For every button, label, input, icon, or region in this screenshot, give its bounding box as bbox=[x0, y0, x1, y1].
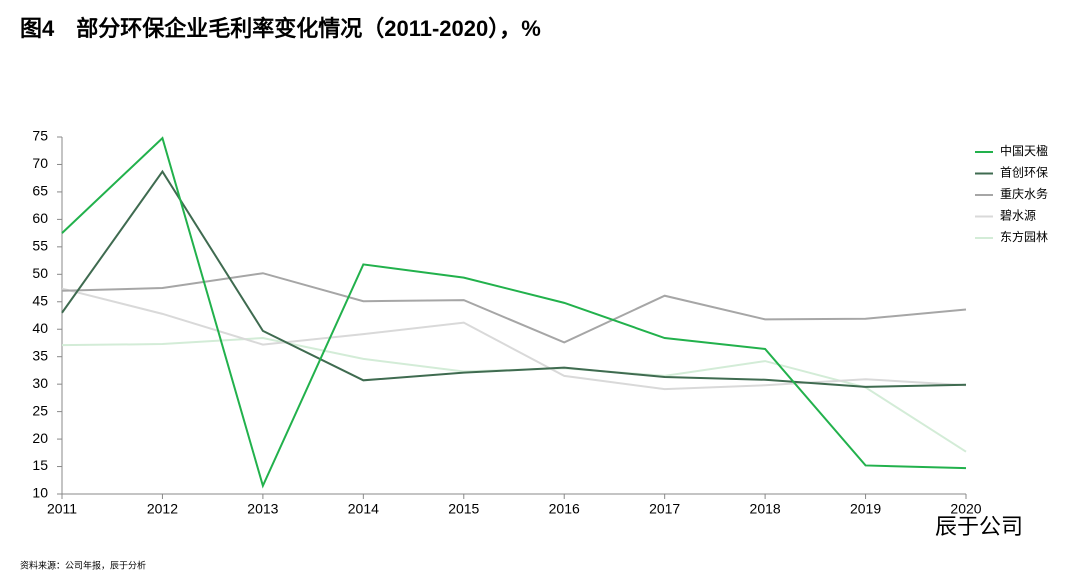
legend-label: 重庆水务 bbox=[1000, 186, 1048, 201]
series-line bbox=[61, 136, 967, 489]
x-tick-label: 2012 bbox=[147, 501, 178, 517]
series-line bbox=[61, 169, 967, 388]
y-tick-label: 70 bbox=[32, 155, 48, 171]
legend-label: 东方园林 bbox=[1000, 229, 1048, 244]
chart-title: 图4 部分环保企业毛利率变化情况（2011-2020），% bbox=[20, 16, 541, 41]
x-tick-label: 2016 bbox=[549, 501, 580, 517]
legend-label: 首创环保 bbox=[1000, 166, 1048, 180]
watermark: 辰于公司 bbox=[935, 514, 1023, 539]
y-tick-label: 25 bbox=[32, 402, 48, 418]
y-tick-label: 55 bbox=[32, 238, 48, 254]
y-tick-label: 75 bbox=[32, 128, 48, 144]
source-note: 资料来源：公司年报，辰于分析 bbox=[20, 559, 146, 570]
x-tick-label: 2013 bbox=[247, 501, 278, 517]
y-tick-label: 15 bbox=[32, 457, 48, 473]
x-tick-label: 2020 bbox=[950, 501, 981, 517]
y-tick-label: 10 bbox=[32, 485, 48, 501]
y-tick-label: 40 bbox=[32, 320, 48, 336]
y-tick-label: 50 bbox=[32, 265, 48, 281]
series-line bbox=[61, 287, 967, 391]
legend-label: 中国天楹 bbox=[1000, 143, 1048, 158]
x-tick-label: 2011 bbox=[47, 501, 77, 517]
x-tick-label: 2018 bbox=[750, 501, 781, 517]
series-line bbox=[61, 272, 967, 344]
y-tick-label: 60 bbox=[32, 210, 48, 226]
x-tick-label: 2015 bbox=[448, 501, 479, 517]
y-tick-label: 35 bbox=[32, 347, 48, 363]
x-tick-label: 2017 bbox=[649, 501, 680, 517]
series-line bbox=[61, 337, 967, 453]
y-tick-label: 65 bbox=[32, 183, 48, 199]
x-tick-label: 2014 bbox=[348, 501, 379, 517]
legend-label: 碧水源 bbox=[1000, 209, 1036, 223]
y-tick-label: 45 bbox=[32, 292, 48, 308]
y-tick-label: 30 bbox=[32, 375, 48, 391]
y-tick-label: 20 bbox=[32, 430, 48, 446]
x-tick-label: 2019 bbox=[850, 501, 881, 517]
